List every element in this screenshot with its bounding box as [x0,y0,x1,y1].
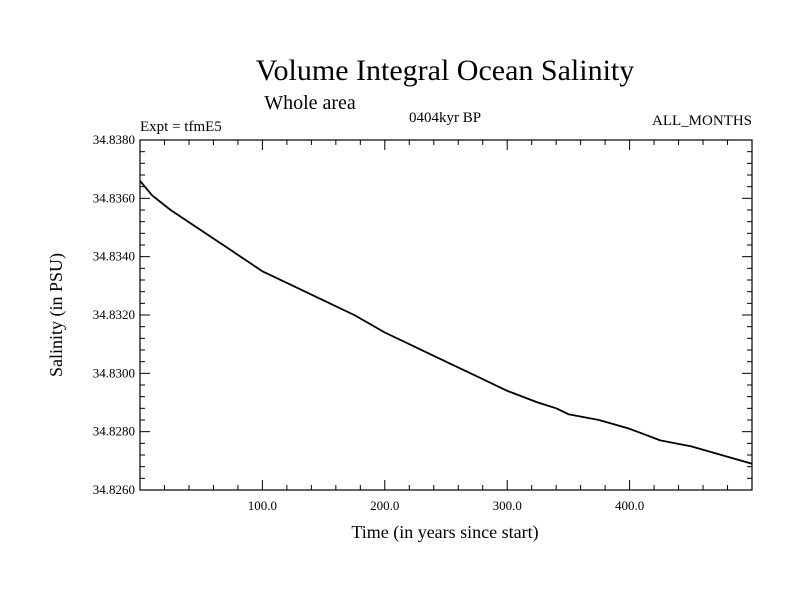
chart-title: Volume Integral Ocean Salinity [256,54,635,87]
y-axis-label: Salinity (in PSU) [46,253,67,377]
header-left-label: Expt = tfmE5 [140,119,222,135]
x-tick-label: 100.0 [248,498,277,513]
chart-subtitle: Whole area [264,92,356,114]
y-tick-label: 34.8320 [93,307,135,322]
y-tick-label: 34.8360 [93,190,135,205]
header-center-label: 0404kyr BP [409,110,481,126]
x-tick-label: 400.0 [615,498,644,513]
x-tick-label: 300.0 [493,498,522,513]
y-tick-label: 34.8380 [93,132,135,147]
series-line [139,180,753,465]
header-right-label: ALL_MONTHS [652,113,752,129]
x-tick-label: 200.0 [370,498,399,513]
y-tick-label: 34.8260 [93,482,135,497]
plot-area: 100.0 200.0 300.0 400.0 34.8260 34.8280 34.830… [93,132,753,513]
x-axis-label: Time (in years since start) [351,522,538,543]
y-tick-label: 34.8280 [93,424,135,439]
y-tick-label: 34.8300 [93,365,135,380]
y-tick-label: 34.8340 [93,249,135,264]
